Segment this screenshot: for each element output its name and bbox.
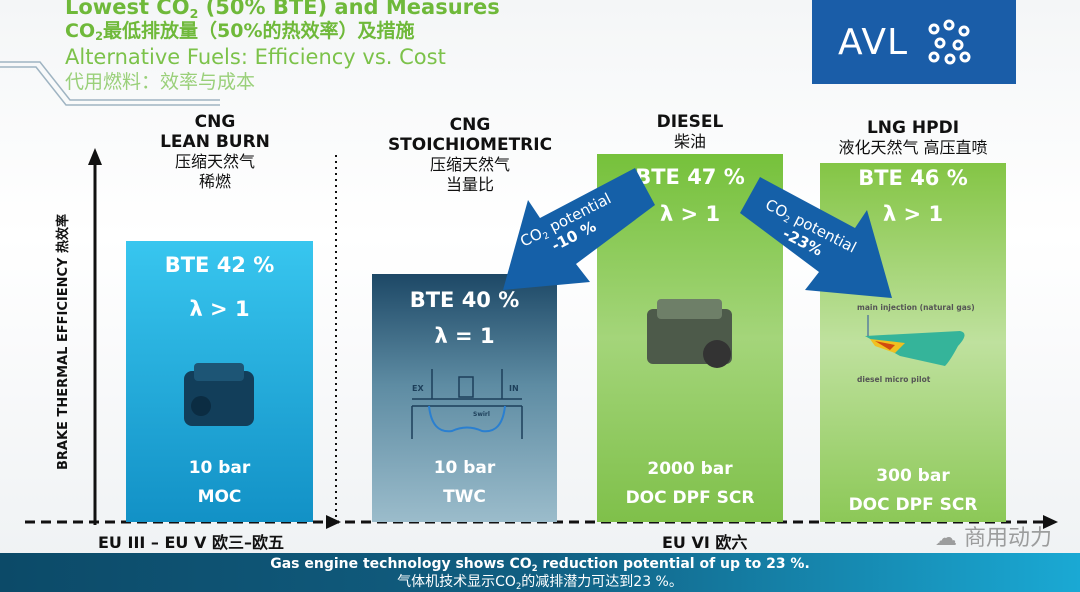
injection-pressure: 10 bar — [433, 458, 496, 478]
bte-value: BTE 46 % — [858, 166, 968, 190]
header-lng-hpdi: LNG HPDI 液化天然气 高压直喷 — [838, 118, 988, 157]
lambda-value: λ > 1 — [189, 297, 250, 321]
banner-line-en: Gas engine technology shows CO2 reductio… — [270, 556, 810, 573]
header-diesel: DIESEL 柴油 — [656, 112, 724, 151]
title-line2: CO2最低排放量（50%的热效率）及措施 — [65, 20, 415, 44]
header-cng-lean: CNG LEAN BURN 压缩天然气 稀燃 — [160, 112, 270, 191]
watermark: ☁ 商用动力 — [935, 526, 1053, 551]
arrow-minus-10 — [503, 168, 655, 290]
header-cng-stoich: CNG STOICHIOMETRIC 压缩天然气 当量比 — [387, 115, 553, 194]
bte-value: BTE 42 % — [164, 253, 275, 277]
column-cng-stoichiometric: BTE 40 % λ = 1 EX IN Swirl 10 bar TWC — [372, 274, 557, 522]
lambda-value: λ > 1 — [659, 202, 721, 226]
wechat-icon: ☁ — [935, 526, 957, 551]
aftertreatment: DOC DPF SCR — [848, 495, 978, 515]
lambda-value: λ > 1 — [882, 202, 944, 226]
decorative-lines — [0, 61, 220, 106]
aftertreatment: DOC DPF SCR — [625, 488, 755, 508]
x-axis-label-eu6: EU VI 欧六 — [662, 533, 748, 552]
subtitle-en: Alternative Fuels: Efficiency vs. Cost — [65, 45, 446, 69]
injection-pressure: 2000 bar — [647, 459, 733, 479]
lambda-value: λ = 1 — [434, 324, 495, 348]
cylinder-diagram: EX IN Swirl — [411, 369, 523, 439]
injection-pressure: 300 bar — [876, 466, 950, 486]
svg-text:diesel micro pilot: diesel micro pilot — [857, 375, 931, 384]
subtitle-cn: 代用燃料：效率与成本 — [65, 71, 256, 93]
engine-image — [184, 363, 254, 426]
injection-diagram: main injection (natural gas) diesel micro… — [857, 303, 975, 384]
svg-text:main injection (natural gas): main injection (natural gas) — [857, 303, 975, 312]
column-lng-hpdi: BTE 46 % λ > 1 main injection (natural g… — [820, 163, 1006, 522]
x-axis-label-eu3-5: EU III – EU V 欧三–欧五 — [98, 533, 284, 552]
title-line1: Lowest CO2 (50% BTE) and Measures — [65, 0, 500, 21]
column-cng-lean-burn: BTE 42 % λ > 1 10 bar MOC — [126, 241, 313, 522]
injection-pressure: 10 bar — [188, 458, 251, 478]
bte-value: BTE 47 % — [635, 165, 745, 189]
aftertreatment: MOC — [197, 487, 242, 507]
banner-line-cn: 气体机技术显示CO2的减排潜力可达到23 %。 — [397, 574, 683, 591]
svg-text:IN: IN — [509, 384, 519, 393]
arrow-minus-23 — [740, 177, 892, 298]
svg-text:Swirl: Swirl — [473, 411, 490, 418]
aftertreatment: TWC — [443, 487, 486, 507]
conclusion-banner: Gas engine technology shows CO2 reductio… — [0, 553, 1080, 592]
avl-logo: AVL — [812, 0, 1016, 84]
bte-value: BTE 40 % — [409, 288, 520, 312]
svg-text:EX: EX — [412, 384, 424, 393]
engine-image — [647, 299, 732, 368]
avl-symbol-icon — [928, 19, 971, 65]
